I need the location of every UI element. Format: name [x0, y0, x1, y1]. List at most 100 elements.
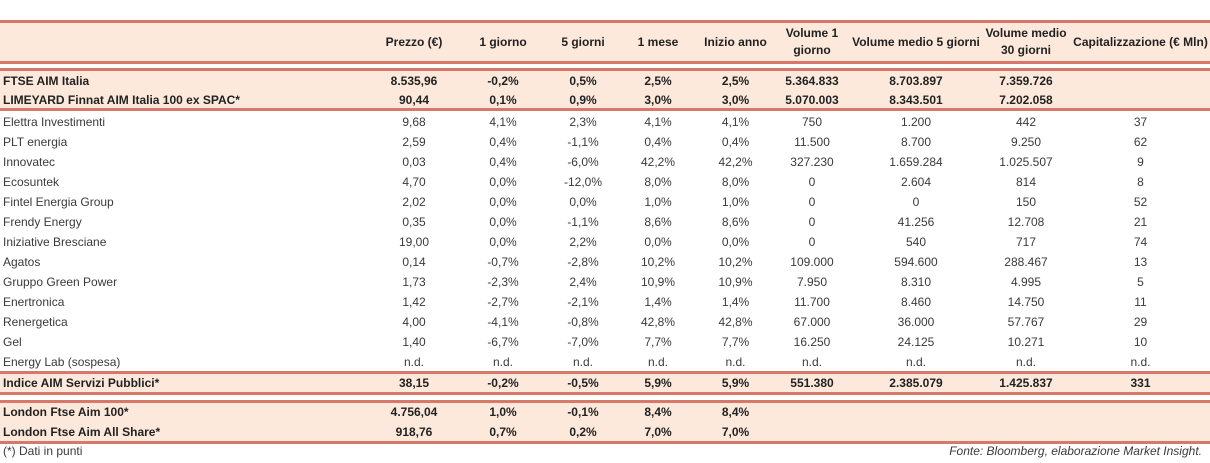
row-label: Renergetica: [3, 315, 68, 329]
cell: 10,9%: [640, 275, 676, 289]
table-row: Fintel Energia Group 2,02 0,0% 0,0% 1,0% 1,0%…: [0, 192, 1210, 212]
cell: 42,8%: [718, 315, 753, 329]
cell: 8: [1137, 175, 1144, 189]
cell: 74: [1133, 235, 1148, 249]
footnote: (*) Dati in punti: [3, 444, 83, 458]
column-header: Volume medio 30 giorni: [985, 26, 1067, 57]
cell: 9,68: [402, 115, 426, 129]
cell: 29: [1133, 315, 1148, 329]
cell: n.d.: [647, 355, 668, 369]
index-band: [0, 69, 1210, 110]
cell: 7.359.726: [999, 74, 1053, 88]
cell: 1,40: [402, 335, 426, 349]
cell: 8.460: [900, 295, 932, 309]
cell: -2,1%: [567, 295, 599, 309]
row-label: Iniziative Bresciane: [3, 235, 107, 249]
cell: 5,9%: [721, 376, 750, 390]
table-row: Gel 1,40 -6,7% -7,0% 7,7% 7,7% 16.250 24.125 10.…: [0, 332, 1210, 352]
cell: 1.025.507: [999, 155, 1053, 169]
row-label: London Ftse Aim 100*: [3, 405, 129, 419]
cell: 5.364.833: [785, 74, 839, 88]
column-header: Volume 1 giorno: [785, 26, 839, 57]
cell: 8,6%: [721, 215, 750, 229]
cell: -6,0%: [567, 155, 599, 169]
column-header: Inizio anno: [704, 34, 767, 49]
cell: -1,1%: [567, 215, 599, 229]
cell: 0,0%: [489, 215, 517, 229]
header-band: [0, 21, 1210, 62]
cell: 8.343.501: [889, 93, 943, 107]
cell: 38,15: [398, 376, 430, 390]
cell: 7,0%: [644, 425, 672, 439]
row-label: Agatos: [3, 255, 41, 269]
cell: 0,9%: [569, 93, 597, 107]
cell: 551.380: [790, 376, 834, 390]
table-row: Elettra Investimenti 9,68 4,1% 2,3% 4,1% 4,1%…: [0, 112, 1210, 132]
row-label: Indice AIM Servizi Pubblici*: [3, 376, 160, 390]
cell: -2,7%: [487, 295, 519, 309]
cell: -0,5%: [567, 376, 599, 390]
cell: 0,0%: [644, 235, 672, 249]
cell: -0,7%: [487, 255, 519, 269]
row-label: Frendy Energy: [3, 215, 82, 229]
cell: 0: [808, 235, 816, 249]
row-label: London Ftse Aim All Share*: [3, 425, 161, 439]
cell: 42,2%: [718, 155, 753, 169]
cell: 2,3%: [569, 115, 597, 129]
cell: n.d.: [572, 355, 593, 369]
cell: 11.700: [794, 295, 830, 309]
cell: 2,59: [402, 135, 426, 149]
cell: 8,6%: [644, 215, 672, 229]
rule: [0, 392, 1210, 395]
cell: -0,8%: [567, 315, 599, 329]
rule: [0, 441, 1210, 444]
cell: 42,2%: [640, 155, 676, 169]
table-row: Innovatec 0,03 0,4% -6,0% 42,2% 42,2% 327.230 1…: [0, 152, 1210, 172]
cell: 2,4%: [569, 275, 597, 289]
cell: 814: [1015, 175, 1037, 189]
cell: 0,14: [402, 255, 426, 269]
rule: [0, 61, 1210, 64]
table-header: Prezzo (€) 1 giorno 5 giorni 1 mese Inizio a…: [0, 23, 1210, 61]
cell: -12,0%: [563, 175, 603, 189]
cell: 90,44: [398, 93, 430, 107]
cell: 7,0%: [721, 425, 750, 439]
cell: 3,0%: [721, 93, 750, 107]
cell: 594.600: [894, 255, 938, 269]
cell: 11: [1134, 295, 1147, 309]
cell: 1,4%: [644, 295, 672, 309]
cell: 11.500: [794, 135, 830, 149]
table-row: Gruppo Green Power 1,73 -2,3% 2,4% 10,9% 10,9…: [0, 272, 1210, 292]
cell: -6,7%: [487, 335, 519, 349]
cell: -0,2%: [487, 376, 519, 390]
london-band: [0, 401, 1210, 442]
cell: 1,4%: [721, 295, 750, 309]
row-label: Innovatec: [3, 155, 56, 169]
source-note: Fonte: Bloomberg, elaborazione Market In…: [949, 444, 1202, 458]
cell: 4,1%: [489, 115, 517, 129]
row-label: LIMEYARD Finnat AIM Italia 100 ex SPAC*: [3, 93, 240, 107]
column-header: Volume medio 5 giorni: [852, 34, 980, 49]
cell: 0,35: [402, 215, 426, 229]
cell: 5,9%: [644, 376, 672, 390]
rule: [0, 20, 1210, 23]
cell: 24.125: [897, 335, 935, 349]
cell: 16.250: [793, 335, 831, 349]
cell: 9: [1137, 155, 1144, 169]
table-row: Indice AIM Servizi Pubblici* 38,15 -0,2% -0…: [0, 373, 1210, 393]
table-row: London Ftse Aim 100* 4.756,04 1,0% -0,1% 8,4…: [0, 402, 1210, 422]
cell: 2.604: [900, 175, 932, 189]
cell: 7,7%: [644, 335, 672, 349]
cell: 41.256: [897, 215, 935, 229]
cell: 12.708: [1007, 215, 1045, 229]
cell: 9.250: [1010, 135, 1042, 149]
cell: 0,0%: [721, 235, 750, 249]
cell: -2,3%: [487, 275, 519, 289]
cell: 8,0%: [644, 175, 672, 189]
row-label: Fintel Energia Group: [3, 195, 114, 209]
cell: 1.425.837: [999, 376, 1053, 390]
cell: n.d.: [403, 355, 424, 369]
cell: 0,1%: [489, 93, 517, 107]
cell: 0,4%: [721, 135, 750, 149]
rule: [0, 68, 1210, 71]
